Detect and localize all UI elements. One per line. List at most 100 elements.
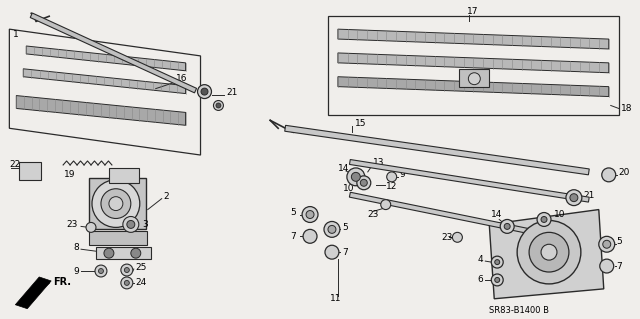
Text: 23: 23 <box>368 210 379 219</box>
Circle shape <box>121 264 133 276</box>
Circle shape <box>495 278 500 282</box>
Circle shape <box>452 232 462 242</box>
Polygon shape <box>349 160 589 202</box>
Polygon shape <box>30 13 196 93</box>
Polygon shape <box>89 178 146 229</box>
Text: 6: 6 <box>477 275 483 285</box>
Text: 5: 5 <box>342 223 348 232</box>
Circle shape <box>504 223 510 229</box>
Text: 23: 23 <box>66 220 77 229</box>
Circle shape <box>537 212 551 226</box>
Circle shape <box>328 226 336 234</box>
Circle shape <box>495 260 500 264</box>
Polygon shape <box>15 277 51 309</box>
Text: 22: 22 <box>10 160 20 169</box>
Circle shape <box>104 248 114 258</box>
Circle shape <box>347 168 365 186</box>
Circle shape <box>124 280 129 286</box>
Text: 21: 21 <box>227 88 238 97</box>
Polygon shape <box>338 53 609 73</box>
Text: 17: 17 <box>467 7 479 16</box>
Circle shape <box>599 236 614 252</box>
Text: 12: 12 <box>386 182 397 191</box>
Polygon shape <box>338 29 609 49</box>
Circle shape <box>325 245 339 259</box>
Circle shape <box>357 176 371 190</box>
Text: 24: 24 <box>136 278 147 287</box>
Circle shape <box>517 220 581 284</box>
Polygon shape <box>338 77 609 97</box>
Circle shape <box>123 217 139 232</box>
Circle shape <box>324 221 340 237</box>
Circle shape <box>381 200 390 210</box>
Text: 9: 9 <box>73 266 79 276</box>
Text: 18: 18 <box>621 104 632 113</box>
Text: 3: 3 <box>143 220 148 229</box>
Text: 8: 8 <box>73 243 79 252</box>
Text: 7: 7 <box>342 248 348 257</box>
Circle shape <box>92 180 140 227</box>
Bar <box>460 69 489 87</box>
Text: 5: 5 <box>290 208 296 217</box>
Circle shape <box>302 207 318 222</box>
Circle shape <box>109 197 123 211</box>
Polygon shape <box>349 192 570 242</box>
Circle shape <box>570 194 578 202</box>
Bar <box>19 162 41 180</box>
Polygon shape <box>23 69 186 93</box>
Circle shape <box>492 256 503 268</box>
Circle shape <box>101 189 131 219</box>
Text: 15: 15 <box>355 119 366 128</box>
Text: 10: 10 <box>554 210 566 219</box>
Polygon shape <box>26 46 186 71</box>
Text: 10: 10 <box>343 184 355 193</box>
Bar <box>109 168 139 183</box>
Text: 4: 4 <box>477 255 483 263</box>
Text: 11: 11 <box>330 294 342 303</box>
Circle shape <box>86 222 96 232</box>
Circle shape <box>214 100 223 110</box>
Circle shape <box>198 85 211 99</box>
Bar <box>96 247 151 259</box>
Polygon shape <box>489 210 604 299</box>
Text: 1: 1 <box>13 30 19 39</box>
Circle shape <box>602 168 616 182</box>
Text: 25: 25 <box>136 263 147 271</box>
Circle shape <box>566 190 582 205</box>
Circle shape <box>201 88 208 95</box>
Polygon shape <box>17 96 186 125</box>
Polygon shape <box>328 16 619 115</box>
Circle shape <box>541 244 557 260</box>
Text: 14: 14 <box>492 210 502 219</box>
Bar <box>89 231 147 245</box>
Text: 14: 14 <box>338 164 349 174</box>
Circle shape <box>303 229 317 243</box>
Text: FR.: FR. <box>53 277 71 287</box>
Circle shape <box>500 219 514 234</box>
Circle shape <box>124 268 129 272</box>
Polygon shape <box>285 125 589 175</box>
Circle shape <box>95 265 107 277</box>
Circle shape <box>216 103 221 108</box>
Text: 13: 13 <box>372 159 384 167</box>
Text: SR83-B1400 B: SR83-B1400 B <box>489 306 549 315</box>
Circle shape <box>360 179 367 186</box>
Circle shape <box>541 217 547 222</box>
Circle shape <box>351 172 360 181</box>
Text: 19: 19 <box>64 170 76 179</box>
Text: 9: 9 <box>399 170 405 179</box>
Circle shape <box>99 269 104 273</box>
Circle shape <box>529 232 569 272</box>
Text: 7: 7 <box>617 262 623 271</box>
Circle shape <box>131 248 141 258</box>
Circle shape <box>468 73 480 85</box>
Text: 2: 2 <box>164 192 170 201</box>
Text: 23: 23 <box>442 233 453 242</box>
Circle shape <box>127 220 135 228</box>
Text: 16: 16 <box>175 74 187 83</box>
Text: 21: 21 <box>584 191 595 200</box>
Circle shape <box>492 274 503 286</box>
Polygon shape <box>10 29 200 155</box>
Text: 7: 7 <box>290 232 296 241</box>
Circle shape <box>603 240 611 248</box>
